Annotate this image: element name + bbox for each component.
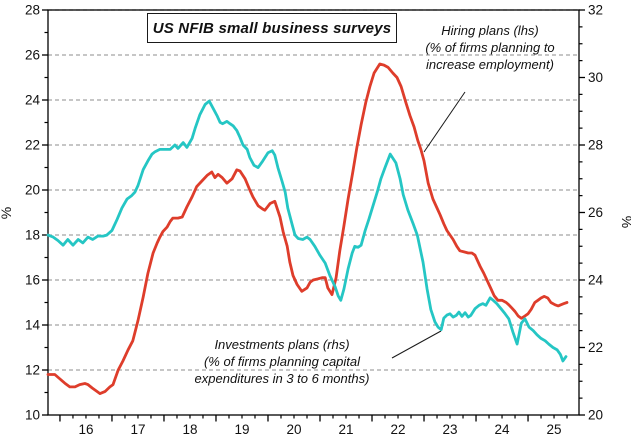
right-axis-tick-label: 20 (588, 408, 603, 423)
investment-annotation-line3: expenditures in 3 to 6 months) (194, 371, 370, 386)
x-axis-year-label: 21 (338, 422, 353, 437)
investment-annotation-line1: Investments plans (rhs) (214, 337, 350, 352)
investment-annotation-line2: (% of firms planning capital (203, 354, 361, 369)
right-axis-tick-label: 26 (588, 205, 603, 220)
x-axis-year-label: 20 (286, 422, 301, 437)
chart-title-box: US NFIB small business surveys (147, 13, 397, 43)
hiring-annotation-line2: (% of firms planning to (425, 40, 555, 55)
hiring-plans-annotation: Hiring plans (lhs) (% of firms planning … (398, 22, 582, 73)
hiring-plans-line (46, 62, 569, 395)
chart-title: US NFIB small business surveys (152, 19, 392, 37)
right-axis-tick-label: 32 (588, 3, 603, 18)
x-axis-year-label: 18 (182, 422, 197, 437)
x-axis-year-label: 22 (390, 422, 405, 437)
hiring-leader-line (423, 91, 466, 153)
left-axis-tick-label: 26 (25, 48, 40, 63)
left-axis-tick-label: 16 (25, 273, 40, 288)
x-axis-year-label: 23 (443, 422, 458, 437)
right-axis-tick-label: 22 (588, 340, 603, 355)
right-axis-tick-label: 30 (588, 70, 603, 85)
left-axis-tick-label: 12 (25, 363, 40, 378)
investment-plans-annotation: Investments plans (rhs) (% of firms plan… (180, 336, 384, 387)
left-axis-tick-label: 10 (25, 408, 40, 423)
left-axis-tick-label: 20 (25, 183, 40, 198)
right-axis-tick-label: 28 (588, 138, 603, 153)
x-axis-year-label: 16 (78, 422, 93, 437)
x-axis-year-label: 25 (547, 422, 562, 437)
investment-leader-line (391, 330, 442, 359)
left-axis-tick-label: 24 (25, 93, 41, 108)
left-axis-tick-label: 14 (25, 318, 41, 333)
x-axis-year-label: 24 (495, 422, 511, 437)
hiring-annotation-line1: Hiring plans (lhs) (441, 23, 539, 38)
x-axis-year-label: 17 (130, 422, 145, 437)
left-axis-tick-label: 18 (25, 228, 40, 243)
investment-plans-line (46, 99, 568, 363)
right-axis-tick-label: 24 (588, 273, 604, 288)
x-axis-year-label: 19 (234, 422, 249, 437)
right-axis-percent-label: % (619, 216, 631, 228)
left-axis-tick-label: 22 (25, 138, 40, 153)
hiring-annotation-line3: increase employment) (426, 57, 554, 72)
left-axis-percent-label: % (0, 207, 14, 219)
left-axis-tick-label: 28 (25, 3, 40, 18)
